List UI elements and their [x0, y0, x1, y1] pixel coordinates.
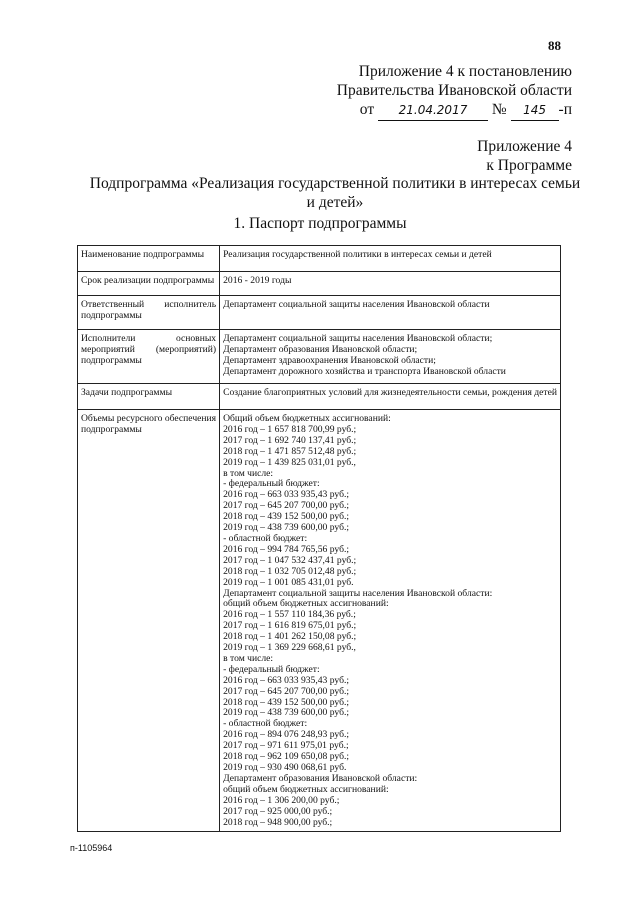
- value-line: 2018 год – 1 401 262 150,08 руб.;: [223, 631, 357, 643]
- row-label: Наименование подпрограммы: [76, 245, 221, 272]
- header-line-1: Приложение 4 к постановлению: [358, 63, 572, 80]
- passport-table: Наименование подпрограммы Реализация гос…: [76, 245, 561, 833]
- table-row: Объемы ресурсного обеспечения подпрограм…: [76, 408, 561, 833]
- value-line: 2019 год – 930 490 068,61 руб.: [223, 762, 347, 773]
- page-number: 88: [548, 38, 561, 53]
- appendix-line-1: Приложение 4: [477, 138, 572, 155]
- value-line: 2019 год – 1 369 229 668,61 руб.,: [223, 642, 356, 654]
- value-line: 2017 год – 925 000,00 руб.;: [223, 805, 333, 817]
- header-line-2: Правительства Ивановской области: [336, 82, 572, 99]
- decree-header: Приложение 4 к постановлению Правительст…: [337, 62, 572, 121]
- table-row: Исполнители основных мероприятий (меропр…: [76, 329, 561, 384]
- number-label: №: [491, 101, 507, 118]
- value-line: 2016 год – 1 306 200,00 руб.;: [223, 794, 340, 806]
- value-line: Департамент социальной защиты населения …: [223, 333, 493, 344]
- value-line: 2018 год – 1 471 857 512,48 руб.;: [223, 445, 357, 457]
- number-suffix: -п: [558, 101, 572, 118]
- value-line: 2016 год – 663 033 935,43 руб.;: [223, 674, 350, 686]
- row-label: Исполнители основных мероприятий (меропр…: [76, 329, 221, 384]
- value-line: Департамент дорожного хозяйства и трансп…: [223, 365, 506, 377]
- handwritten-number: 145: [510, 101, 559, 121]
- subprogram-title: Подпрограмма «Реализация государственной…: [80, 174, 590, 212]
- value-line: 2019 год – 438 739 600,00 руб.;: [223, 707, 350, 719]
- value-line: 2017 год – 645 207 700,00 руб.;: [223, 685, 350, 697]
- value-line: 2017 год – 1 047 532 437,41 руб.;: [223, 554, 357, 566]
- table-row: Ответственный исполнитель подпрограммы Д…: [76, 295, 561, 330]
- footer-code: п-1105964: [70, 843, 113, 853]
- row-label: Задачи подпрограммы: [76, 383, 221, 410]
- value-line: в том числе:: [223, 652, 274, 664]
- appendix-header: Приложение 4 к Программе: [477, 137, 572, 175]
- value-line: 2017 год – 1 616 819 675,01 руб.;: [223, 620, 357, 632]
- value-line: 2016 год – 1 557 110 184,36 руб.;: [223, 609, 356, 621]
- value-line: общий объем бюджетных ассигнований:: [223, 598, 389, 610]
- row-label: Ответственный исполнитель подпрограммы: [76, 295, 221, 330]
- value-line: Департамент социальной защиты населения …: [223, 299, 490, 310]
- value-line: 2018 год – 948 900,00 руб.;: [223, 816, 333, 828]
- table-row: Срок реализации подпрограммы 2016 - 2019…: [76, 271, 561, 296]
- from-label: от: [359, 101, 375, 118]
- value-line: Департамент социальной защиты населения …: [223, 587, 493, 599]
- value-line: - федеральный бюджет:: [223, 663, 320, 675]
- appendix-line-2: к Программе: [486, 157, 572, 174]
- row-label: Объемы ресурсного обеспечения подпрограм…: [76, 408, 221, 833]
- row-value: Реализация государственной политики в ин…: [219, 245, 561, 272]
- value-line: Департамент образования Ивановской облас…: [223, 772, 418, 784]
- row-value: Создание благоприятных условий для жизне…: [219, 383, 561, 410]
- table-row: Задачи подпрограммы Создание благоприятн…: [76, 383, 561, 410]
- value-line: в том числе:: [223, 467, 274, 479]
- value-line: 2018 год – 1 032 705 012,48 руб.;: [223, 565, 357, 577]
- section-title: 1. Паспорт подпрограммы: [233, 215, 407, 232]
- value-line: 2017 год – 645 207 700,00 руб.;: [223, 500, 350, 512]
- value-line: 2019 год – 1 439 825 031,01 руб.,: [223, 456, 356, 468]
- row-value: Департамент социальной защиты населения …: [219, 329, 561, 384]
- title-line-1: Подпрограмма «Реализация государственной…: [89, 175, 581, 192]
- row-value: Общий объем бюджетных ассигнований: 2016 …: [219, 408, 561, 833]
- value-line: Департамент здравоохранения Ивановской о…: [223, 354, 436, 366]
- header-line-3: от 21.04.2017 № 145 -п: [337, 100, 572, 121]
- value-line: 2016 год – 663 033 935,43 руб.;: [223, 489, 350, 501]
- value-line: 2016 год – 1 657 818 700,99 руб.;: [223, 423, 357, 435]
- value-line: 2016 год – 894 076 248,93 руб.;: [223, 729, 350, 741]
- row-value: Департамент социальной защиты населения …: [219, 295, 561, 330]
- value-line: Создание благоприятных условий для жизне…: [223, 387, 557, 398]
- title-line-2: и детей»: [306, 194, 364, 211]
- value-line: 2017 год – 1 692 740 137,41 руб.;: [223, 434, 357, 446]
- value-line: Реализация государственной политики в ин…: [223, 249, 492, 260]
- value-line: 2019 год – 1 001 085 431,01 руб.: [223, 576, 354, 588]
- value-line: - областной бюджет:: [223, 718, 308, 730]
- value-line: Общий объем бюджетных ассигнований:: [223, 413, 391, 424]
- row-label: Срок реализации подпрограммы: [76, 271, 221, 296]
- table-row: Наименование подпрограммы Реализация гос…: [76, 245, 561, 272]
- value-line: 2019 год – 438 739 600,00 руб.;: [223, 522, 350, 534]
- value-line: 2016 год – 994 784 765,56 руб.;: [223, 543, 350, 555]
- value-line: 2016 - 2019 годы: [223, 275, 292, 286]
- value-line: 2018 год – 439 152 500,00 руб.;: [223, 696, 350, 708]
- value-line: общий объем бюджетных ассигнований:: [223, 783, 389, 795]
- handwritten-date: 21.04.2017: [377, 101, 488, 121]
- value-line: 2018 год – 962 109 650,08 руб.;: [223, 751, 350, 763]
- value-line: 2018 год – 439 152 500,00 руб.;: [223, 511, 350, 523]
- value-line: Департамент образования Ивановской облас…: [223, 343, 418, 355]
- value-line: - федеральный бюджет:: [223, 478, 320, 490]
- value-line: - областной бюджет:: [223, 532, 308, 544]
- value-line: 2017 год – 971 611 975,01 руб.;: [223, 740, 349, 752]
- row-value: 2016 - 2019 годы: [219, 271, 561, 296]
